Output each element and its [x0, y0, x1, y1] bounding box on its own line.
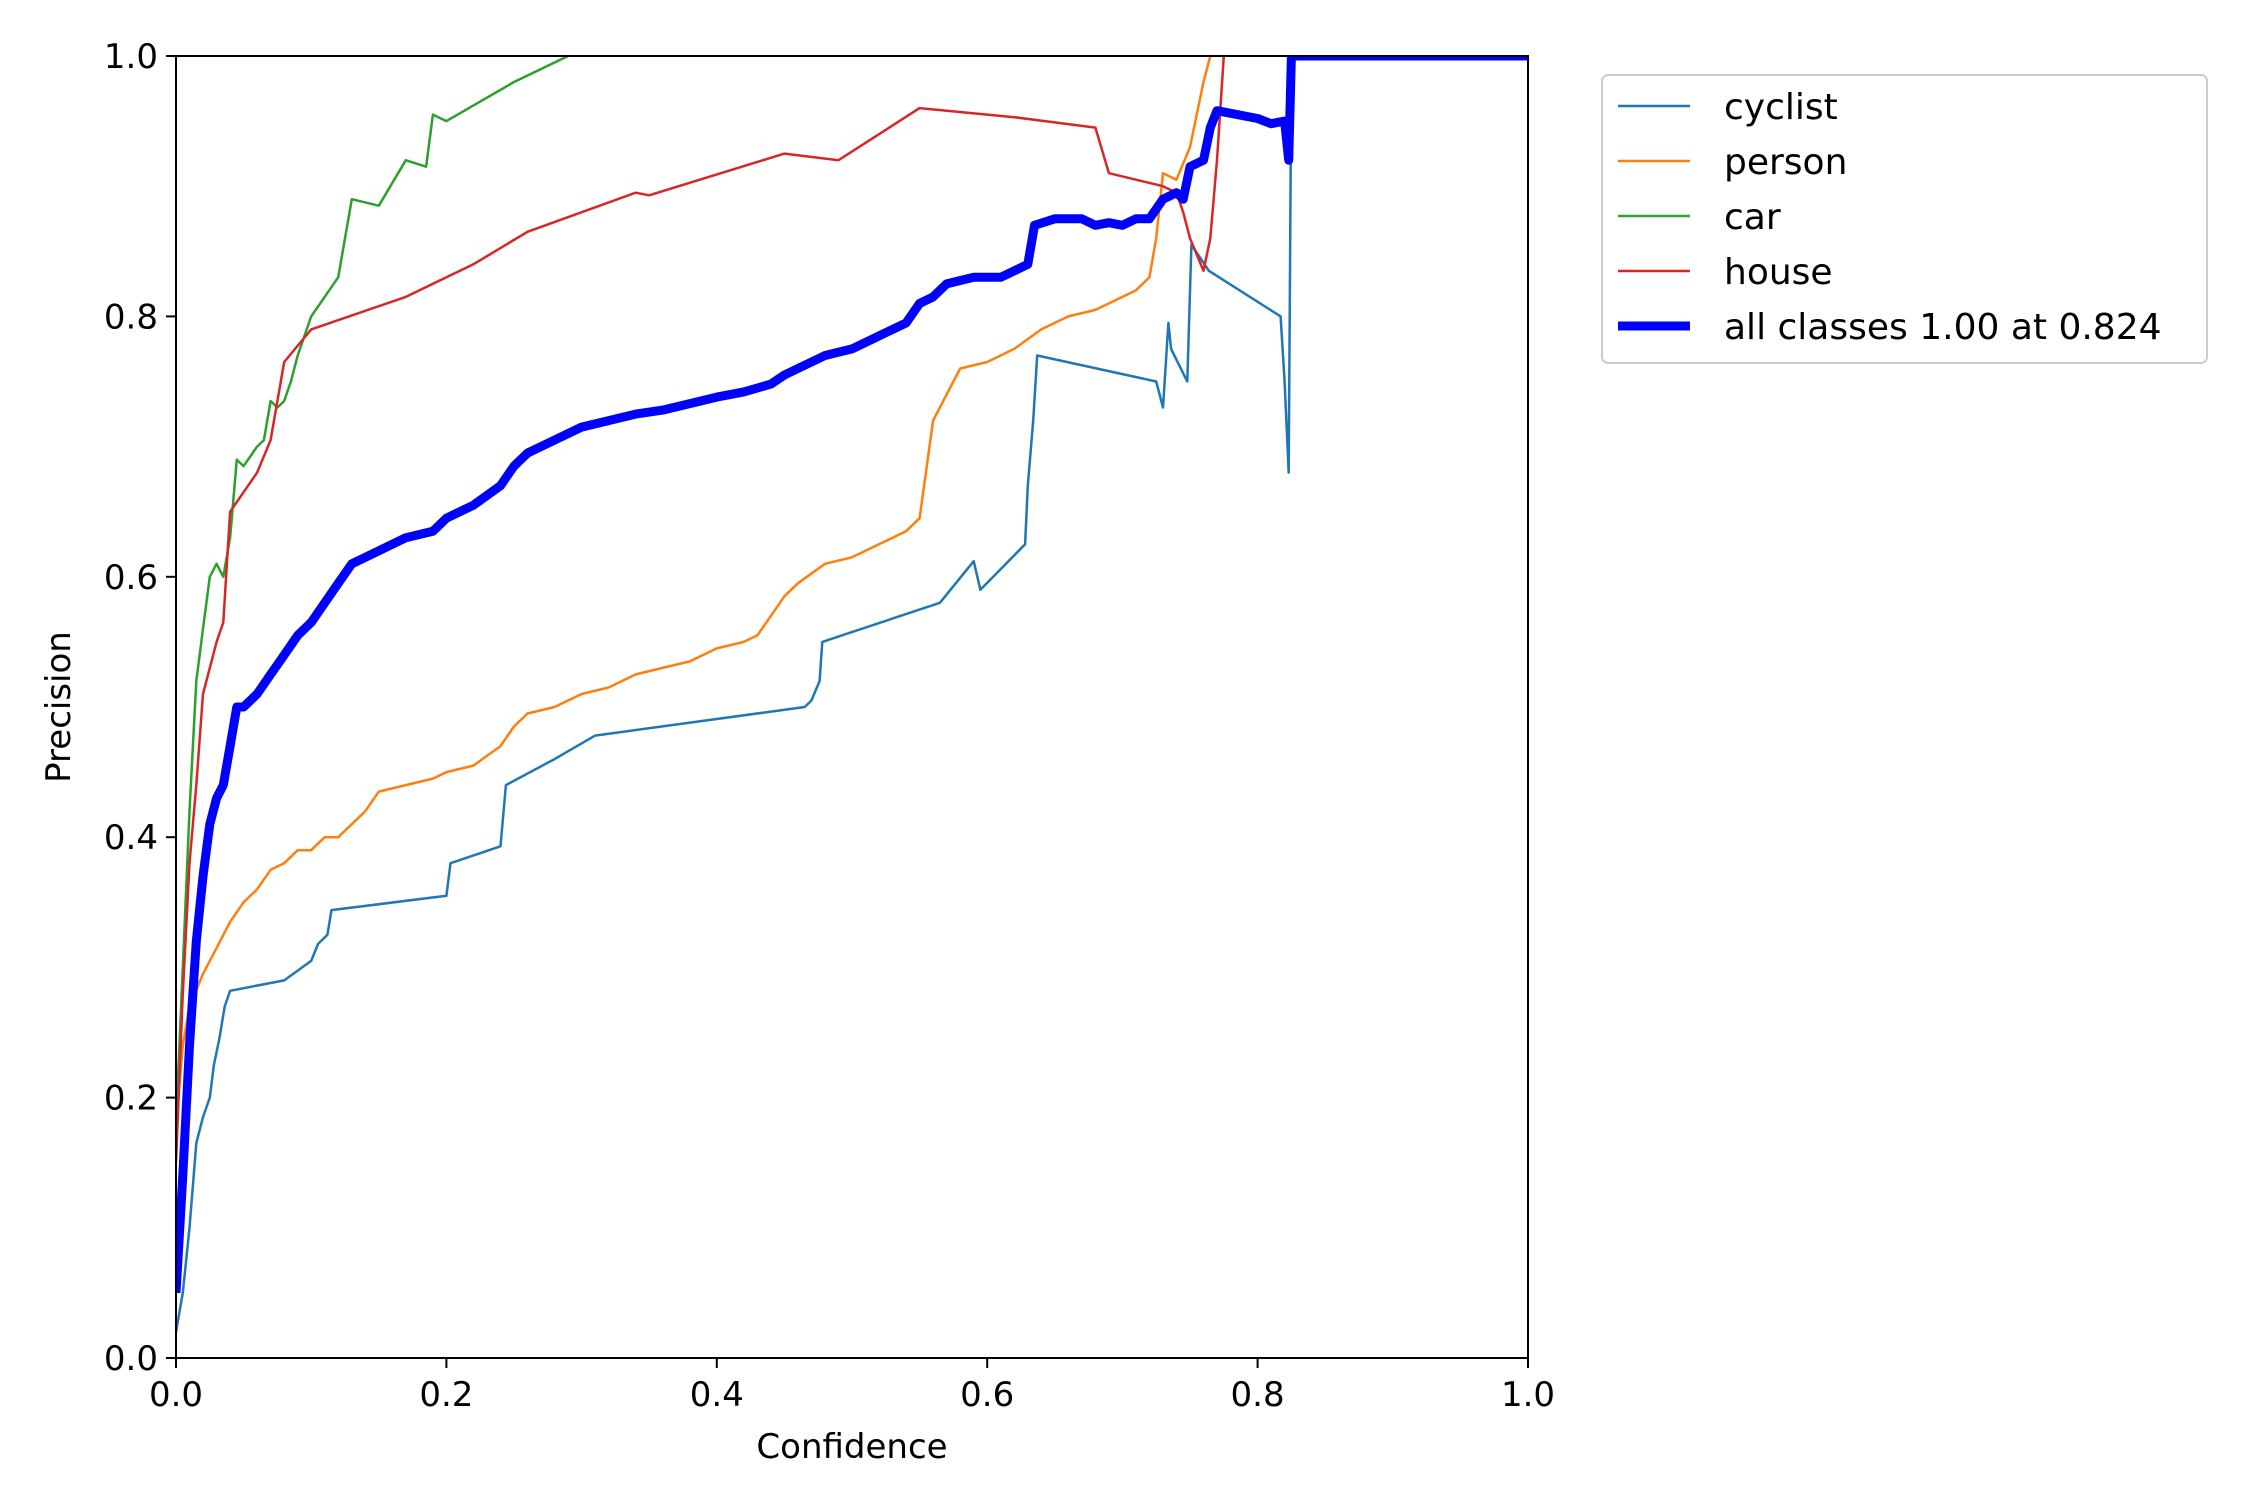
x-tick-label: 0.4 — [690, 1375, 744, 1415]
legend-frame — [1601, 74, 2208, 364]
x-tick-label: 0.6 — [960, 1375, 1014, 1415]
y-tick-label: 0.2 — [104, 1079, 158, 1119]
x-axis: 0.0 0.2 0.4 0.6 0.8 1.0 — [149, 1358, 1555, 1415]
y-axis-label: Precision — [39, 631, 79, 783]
y-tick-label: 0.4 — [104, 818, 158, 858]
y-tick-label: 0.0 — [104, 1339, 158, 1379]
legend-label: house — [1724, 252, 1833, 293]
series-line-cyclist — [176, 56, 1528, 1333]
x-tick-label: 0.0 — [149, 1375, 203, 1415]
legend-label: cyclist — [1724, 87, 1838, 128]
y-tick-label: 0.6 — [104, 558, 158, 598]
legend-label: all classes 1.00 at 0.824 — [1724, 307, 2162, 348]
legend-label: car — [1724, 197, 1781, 238]
plot-frame — [175, 55, 1529, 1359]
x-tick-label: 0.2 — [419, 1375, 473, 1415]
legend-label: person — [1724, 142, 1847, 183]
series-line-all-classes — [176, 56, 1528, 1294]
x-axis-label: Confidence — [756, 1427, 947, 1467]
legend: cyclist person car house all classes 1.00 at… — [1601, 74, 2208, 364]
y-tick-label: 0.8 — [104, 297, 158, 337]
series-layer — [176, 56, 1528, 1333]
x-tick-label: 1.0 — [1501, 1375, 1555, 1415]
series-line-person — [176, 56, 1212, 1124]
y-axis: 0.0 0.2 0.4 0.6 0.8 1.0 — [104, 37, 176, 1379]
y-tick-label: 1.0 — [104, 37, 158, 77]
x-tick-label: 0.8 — [1231, 1375, 1285, 1415]
series-line-house — [176, 56, 1226, 1163]
